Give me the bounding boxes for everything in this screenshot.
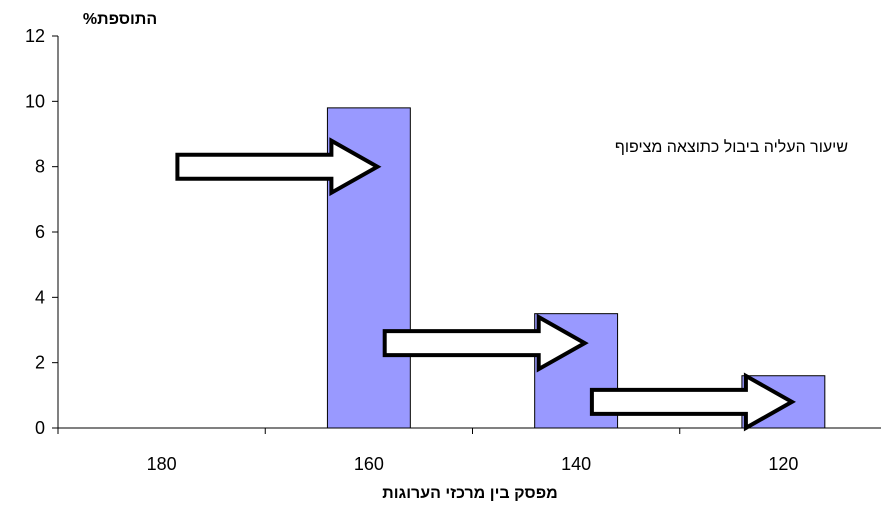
- y-tick-label: 0: [35, 418, 45, 438]
- y-tick-label: 8: [35, 157, 45, 177]
- arrow-160: [175, 137, 382, 197]
- x-tick-label: 160: [354, 454, 384, 474]
- y-tick-label: 10: [25, 91, 45, 111]
- y-tick-label: 12: [25, 26, 45, 46]
- x-tick-label: 120: [768, 454, 798, 474]
- arrow-140: [382, 313, 589, 373]
- x-tick-label: 180: [147, 454, 177, 474]
- arrows: [175, 137, 796, 432]
- y-axis-ticks: 0 2 4 6 8 10 12: [25, 26, 58, 438]
- chart-annotation: שיעור העליה ביבול כתוצאה מציפוף: [615, 138, 848, 156]
- y-tick-label: 6: [35, 222, 45, 242]
- arrow-120: [589, 372, 796, 432]
- x-tick-label: 140: [561, 454, 591, 474]
- y-axis-label: התוספת%: [83, 11, 157, 28]
- x-axis-label: מפסק בין מרכזי הערוגות: [382, 485, 558, 502]
- y-tick-label: 2: [35, 353, 45, 373]
- y-tick-label: 4: [35, 287, 45, 307]
- x-axis-ticks: 180 160 140 120: [57, 428, 798, 474]
